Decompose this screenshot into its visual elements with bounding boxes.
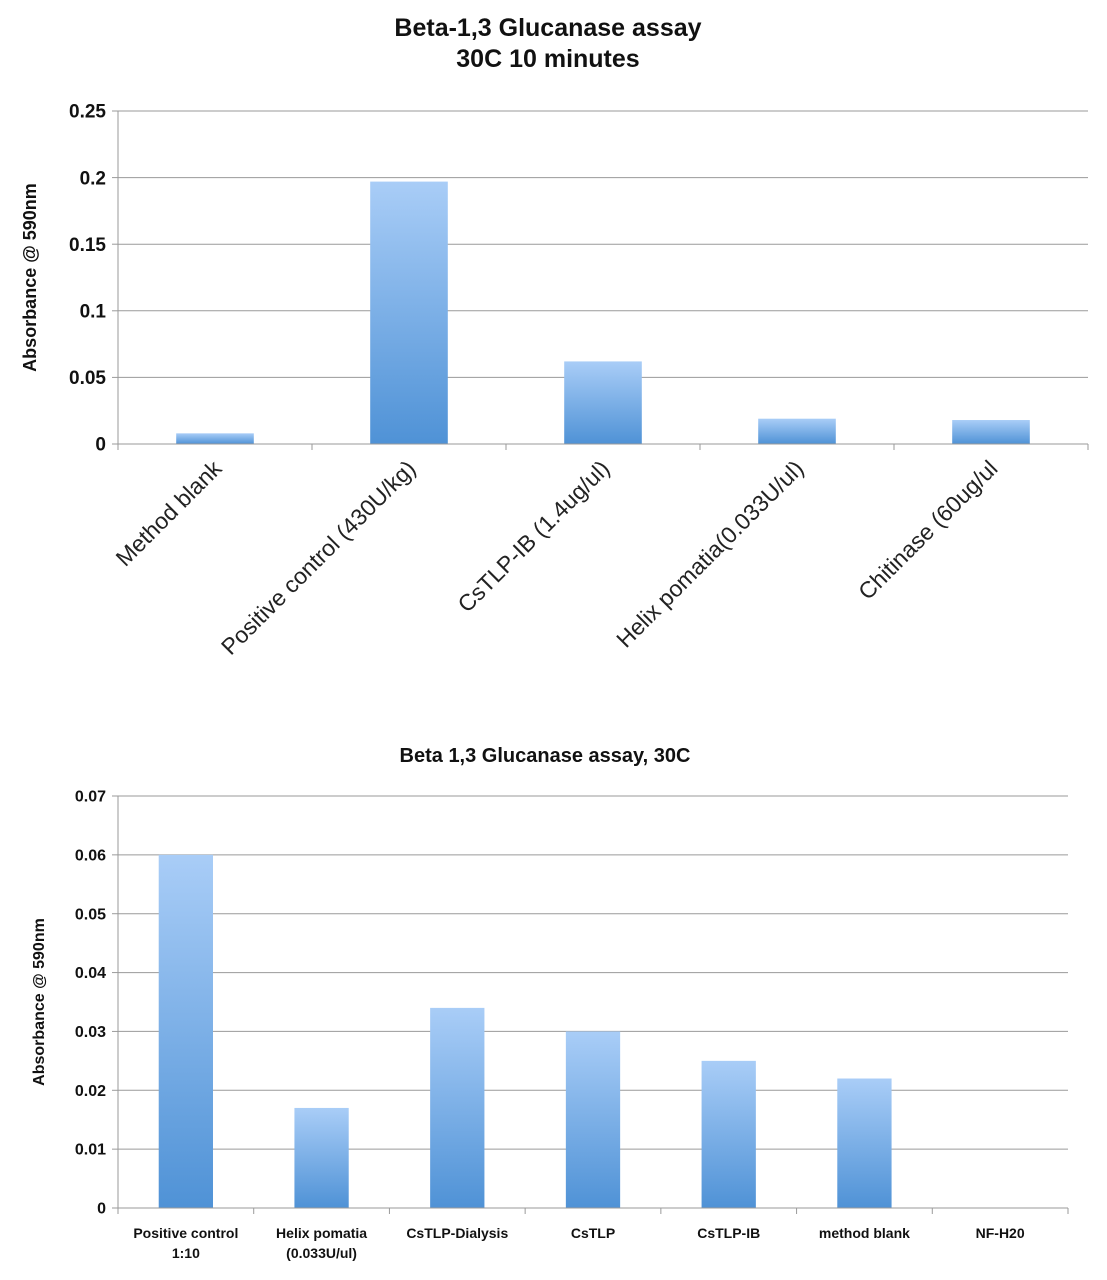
chart-subtitle: 30C 10 minutes	[456, 45, 639, 73]
x-tick-label: 1:10	[172, 1245, 200, 1261]
bar	[837, 1078, 892, 1208]
y-tick-label: 0.01	[75, 1142, 106, 1159]
y-tick-label: 0.2	[80, 168, 106, 189]
y-tick-label: 0.15	[69, 235, 106, 256]
x-tick-label: Chitinase (60ug/ul	[853, 455, 1002, 604]
chart-glucanase-10min: Beta-1,3 Glucanase assay 30C 10 minutes 0 0…	[20, 14, 1089, 660]
bar	[430, 1007, 485, 1208]
y-tick-label: 0	[97, 1201, 106, 1218]
y-tick-label: 0	[95, 435, 106, 456]
bar	[370, 181, 448, 444]
bar	[176, 433, 254, 444]
y-tick-label: 0.06	[75, 847, 106, 864]
y-axis-label: Absorbance @ 590nm	[20, 183, 40, 372]
x-tick-label: Positive control	[133, 1225, 238, 1241]
bar	[952, 420, 1030, 444]
y-tick-label: 0.05	[75, 906, 106, 923]
x-tick-label: Helix pomatia(0.033U/ul)	[611, 455, 808, 652]
bar	[758, 418, 836, 444]
chart-title: Beta-1,3 Glucanase assay	[394, 14, 701, 42]
bar	[701, 1060, 756, 1208]
x-tick-label: CsTLP-Dialysis	[406, 1225, 508, 1241]
y-tick-label: 0.05	[69, 368, 106, 389]
bar	[294, 1107, 349, 1208]
bar	[158, 854, 213, 1208]
y-tick-label: 0.04	[75, 965, 106, 982]
x-tick-label: CsTLP-IB	[697, 1225, 760, 1241]
chart-title: Beta 1,3 Glucanase assay, 30C	[400, 745, 691, 767]
y-tick-label: 0.1	[80, 301, 107, 322]
y-tick-label: 0.02	[75, 1083, 106, 1100]
x-tick-label: NF-H20	[976, 1225, 1025, 1241]
bar	[564, 361, 642, 444]
y-axis-label: Absorbance @ 590nm	[31, 918, 48, 1086]
x-tick-label: (0.033U/ul)	[286, 1245, 357, 1261]
x-tick-label: Positive control (430U/kg)	[216, 455, 421, 660]
x-tick-label: Helix pomatia	[276, 1225, 367, 1241]
x-tick-label: CsTLP	[571, 1225, 615, 1241]
bar	[565, 1031, 621, 1208]
chart-glucanase-30c: Beta 1,3 Glucanase assay, 30C 0 0.01 0.02 0.…	[31, 745, 1069, 1261]
y-tick-label: 0.25	[69, 102, 106, 123]
y-tick-label: 0.03	[75, 1024, 106, 1041]
x-tick-label: CsTLP-IB (1.4ug/ul)	[452, 455, 614, 617]
x-tick-label: Method blank	[111, 455, 227, 571]
y-tick-label: 0.07	[75, 789, 106, 806]
x-tick-label: method blank	[819, 1225, 910, 1241]
